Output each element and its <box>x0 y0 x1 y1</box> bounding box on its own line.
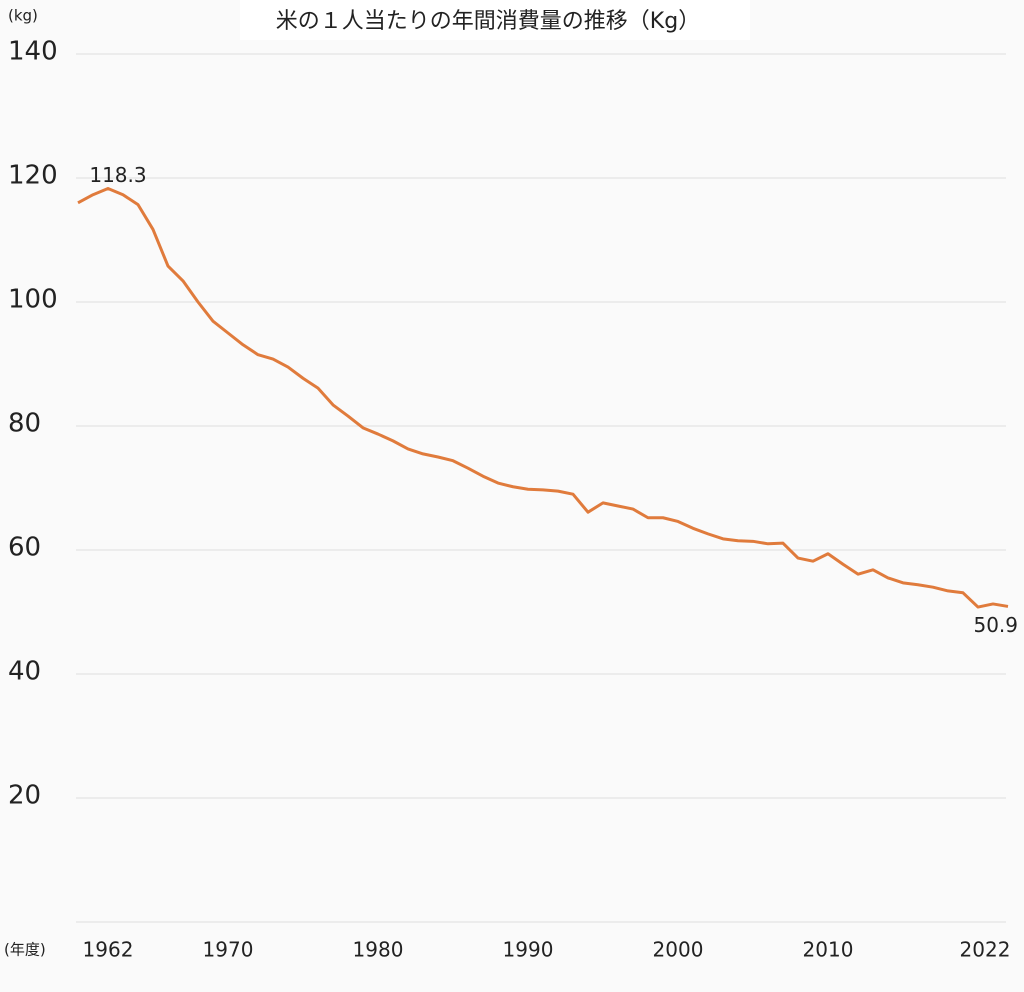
data-label: 118.3 <box>89 163 146 187</box>
y-tick-label: 120 <box>8 161 58 191</box>
x-tick-label: 2022 <box>960 938 1011 962</box>
y-tick-label: 60 <box>8 533 41 563</box>
title-background <box>240 0 750 40</box>
chart-title: 米の１人当たりの年間消費量の推移（Kg） <box>276 9 700 34</box>
x-tick-label: 1962 <box>83 938 134 962</box>
x-tick-label: 2000 <box>653 938 704 962</box>
x-tick-label: 2010 <box>803 938 854 962</box>
data-line <box>77 187 1009 609</box>
x-axis-label: (年度) <box>4 941 46 959</box>
y-tick-label: 140 <box>8 37 58 67</box>
y-tick-label: 80 <box>8 409 41 439</box>
y-tick-label: 40 <box>8 657 41 687</box>
x-tick-label: 1990 <box>503 938 554 962</box>
x-tick-label: 1970 <box>203 938 254 962</box>
y-tick-label: 20 <box>8 781 41 811</box>
data-label: 50.9 <box>973 613 1018 637</box>
x-tick-label: 1980 <box>353 938 404 962</box>
y-tick-label: 100 <box>8 285 58 315</box>
y-axis-label: (kg) <box>8 7 38 25</box>
